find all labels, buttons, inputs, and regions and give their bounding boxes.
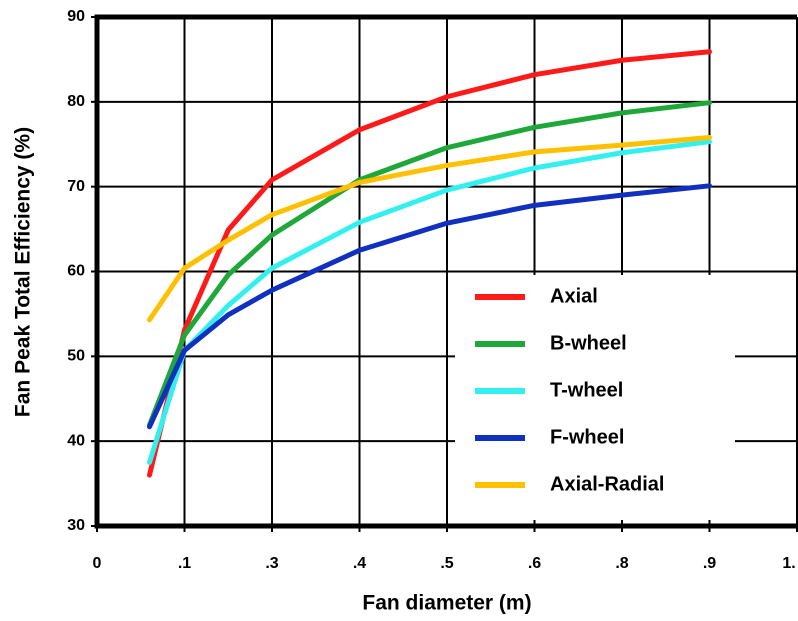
x-tick-label: .8 xyxy=(615,555,628,572)
x-tick-label: .4 xyxy=(353,555,366,572)
series-line xyxy=(147,134,712,323)
y-tick-label: 50 xyxy=(67,348,85,365)
x-tick-label: .6 xyxy=(528,555,541,572)
legend-box xyxy=(455,275,735,520)
series-line xyxy=(147,183,712,430)
x-tick-label: .3 xyxy=(265,555,278,572)
legend-label: Axial xyxy=(550,285,598,307)
x-tick-label: .1 xyxy=(178,555,191,572)
x-axis-title: Fan diameter (m) xyxy=(362,592,531,615)
legend-label: F-wheel xyxy=(550,426,624,448)
x-tick-label: 1. xyxy=(782,555,795,572)
y-tick-label: 40 xyxy=(67,432,85,449)
y-tick-label: 80 xyxy=(67,93,85,110)
y-tick-label: 60 xyxy=(67,263,85,280)
legend-label: Axial-Radial xyxy=(550,473,664,495)
legend-label: B-wheel xyxy=(550,332,627,354)
y-tick-label: 90 xyxy=(67,8,85,25)
y-tick-label: 30 xyxy=(67,517,85,534)
x-tick-label: .5 xyxy=(440,555,453,572)
y-axis-title: Fan Peak Total Efficiency (%) xyxy=(12,127,35,417)
x-tick-label: 0 xyxy=(93,555,102,572)
legend-label: T-wheel xyxy=(550,379,623,401)
legend: Axial B-wheel T-wheel F-wheel Axial-Radial xyxy=(455,275,735,520)
axis-frame xyxy=(94,14,797,529)
y-tick-label: 70 xyxy=(67,178,85,195)
series-line xyxy=(147,49,712,478)
x-tick-label: .9 xyxy=(703,555,716,572)
